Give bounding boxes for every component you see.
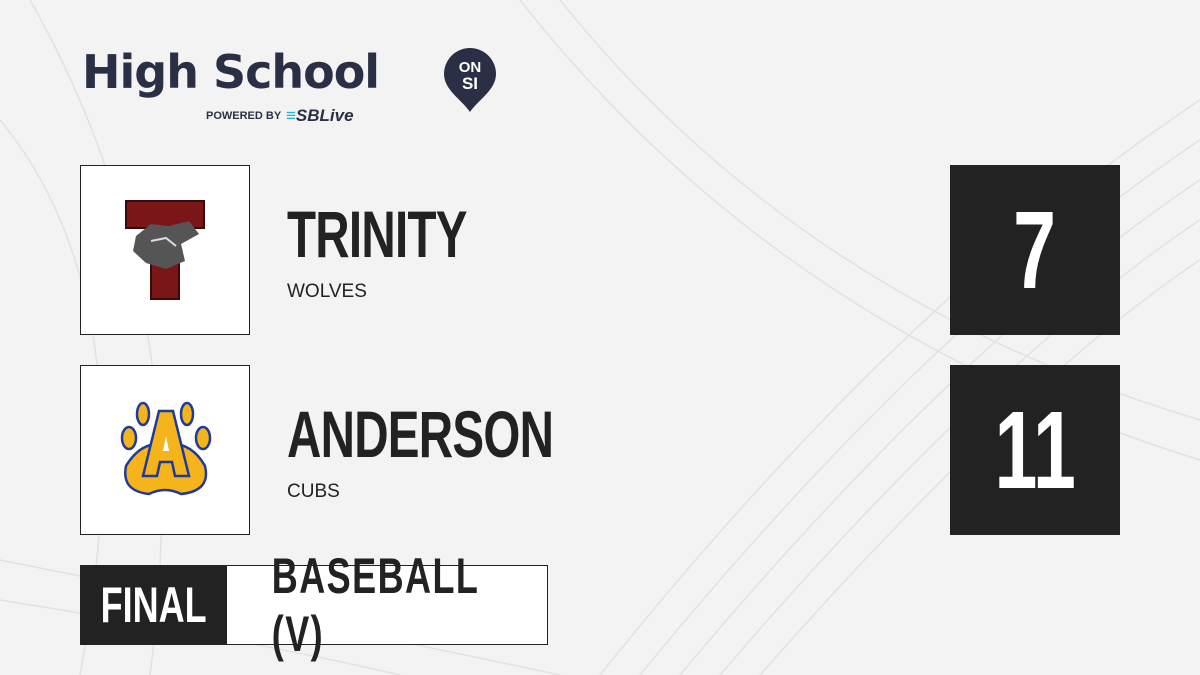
status-label: FINAL xyxy=(101,577,208,633)
score-value: 11 xyxy=(994,388,1076,512)
team-logo-trinity xyxy=(80,165,250,335)
sport-label: BASEBALL (V) xyxy=(227,548,547,662)
badge-top: ON xyxy=(459,59,482,76)
high-school-on-si-logo: High School ON SI POWERED BY ≡SBLive xyxy=(82,44,496,125)
game-status-bar: FINAL BASEBALL (V) xyxy=(80,548,548,662)
brand-title: High School xyxy=(82,45,380,99)
team-score: 7 xyxy=(950,165,1120,335)
partner-name: SBLive xyxy=(295,106,354,125)
badge-bottom: SI xyxy=(462,74,478,93)
team-mascot: WOLVES xyxy=(287,281,367,302)
sport-text: BASEBALL (V) xyxy=(271,548,479,662)
score-value: 7 xyxy=(1013,188,1057,312)
team-name: TRINITY xyxy=(287,197,467,271)
sblive-s-icon: ≡ xyxy=(286,106,296,125)
game-status: FINAL xyxy=(81,566,227,644)
on-si-pin-icon: ON SI xyxy=(444,48,496,112)
team-name: ANDERSON xyxy=(287,397,554,471)
sblive-logo: ≡SBLive xyxy=(286,106,354,126)
wolf-icon xyxy=(125,200,205,300)
team-mascot: CUBS xyxy=(287,481,340,502)
team-logo-anderson xyxy=(80,365,250,535)
powered-by: POWERED BY xyxy=(206,110,282,122)
team-score: 11 xyxy=(950,365,1120,535)
paw-icon xyxy=(120,401,212,496)
